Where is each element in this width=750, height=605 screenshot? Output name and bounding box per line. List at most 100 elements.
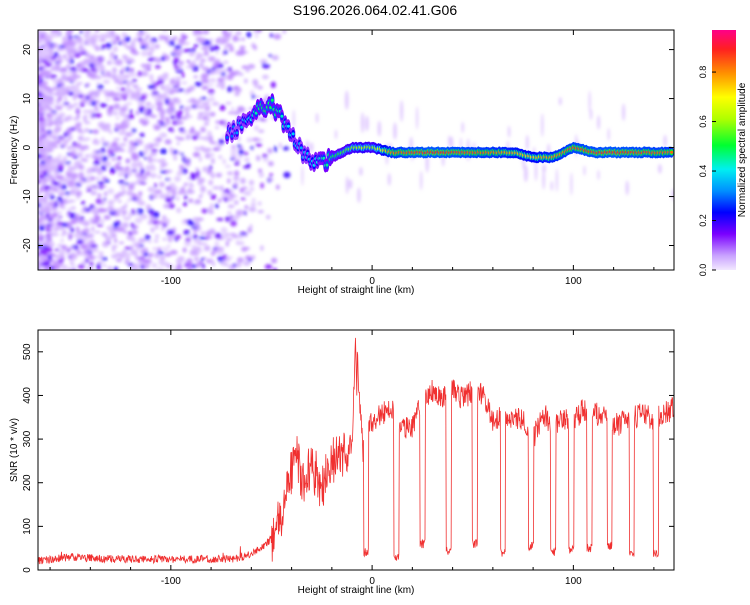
noise-blob [47,236,52,242]
noise-blob [96,224,104,227]
snr-x-tick-label: 0 [369,576,375,587]
noise-blob [72,46,76,51]
noise-blob [107,60,112,65]
noise-blob [45,213,50,218]
noise-blob [66,106,73,111]
noise-blob [150,151,157,157]
noise-blob [59,68,67,74]
noise-streak [450,136,454,150]
noise-blob [186,60,191,63]
noise-blob [113,198,118,202]
noise-blob [243,211,247,216]
noise-blob [62,141,68,148]
noise-blob [101,155,108,163]
noise-blob [137,161,143,166]
noise-blob [97,63,104,67]
noise-blob [202,116,207,121]
noise-blob [143,108,149,114]
snr-y-tick-label: 300 [22,430,33,447]
snr-axes: -100 0 100 0 100 200 300 400 500 [22,330,674,587]
noise-blob [129,244,134,252]
noise-blob [201,208,208,214]
noise-blob [79,61,87,67]
noise-blob [128,212,133,218]
noise-blob [148,252,154,257]
noise-blob [151,104,155,110]
noise-blob [145,204,151,211]
noise-blob [90,68,97,72]
noise-blob [120,183,127,190]
noise-blob [184,115,193,119]
noise-streak [360,112,365,134]
noise-blob [61,73,67,78]
noise-blob [195,167,200,171]
noise-blob [43,106,48,112]
noise-blob [113,103,121,110]
noise-blob [76,49,82,53]
noise-blob [128,231,133,236]
noise-blob [215,120,220,124]
noise-blob [244,262,251,266]
noise-blob [54,217,62,222]
noise-blob [223,119,227,125]
noise-blob [267,147,273,154]
noise-blob [80,234,85,240]
noise-blob [83,128,90,133]
noise-blob [100,161,105,165]
noise-blob [162,215,167,221]
noise-streak [558,96,562,106]
snr-x-tick-label: -100 [161,576,181,587]
spectrogram-frame [37,29,675,271]
noise-blob [53,223,58,228]
noise-blob [90,190,97,196]
noise-blob [178,49,183,55]
noise-blob [40,219,45,225]
noise-blob [212,261,216,267]
noise-blob [38,59,42,66]
noise-blob [256,30,262,33]
noise-blob [118,73,123,80]
noise-blob [207,236,213,239]
noise-blob [76,127,83,133]
noise-blob [186,189,195,194]
noise-blob [38,67,44,71]
noise-blob [88,130,94,133]
noise-blob [124,251,129,256]
noise-blob [235,50,243,54]
noise-blob [197,112,205,116]
snr-x-tick-label: 100 [565,576,582,587]
noise-blob [89,72,97,80]
noise-blob [208,258,214,262]
noise-blob [43,185,51,189]
noise-blob [271,257,278,264]
noise-blob [54,124,63,129]
noise-blob [61,40,68,47]
noise-blob [181,168,188,175]
noise-blob [145,46,152,51]
noise-blob [225,256,234,260]
noise-blob [77,67,82,73]
noise-blob [50,30,54,34]
noise-blob [41,180,46,186]
noise-streak [310,142,314,153]
noise-blob [60,239,64,242]
noise-blob [218,155,223,159]
noise-blob [183,263,191,267]
noise-blob [143,30,149,34]
noise-blob [79,173,84,179]
noise-streak [420,170,423,191]
noise-blob [76,192,81,197]
noise-blob [137,100,145,105]
noise-blob [62,205,66,210]
noise-blob [131,48,135,51]
snr-marks [38,337,674,565]
colorbar-tick-label: 0.2 [698,214,708,227]
noise-blob [106,30,111,34]
noise-blob [98,157,103,161]
noise-blob [106,127,111,132]
noise-blob [183,157,191,162]
noise-blob [181,72,185,79]
noise-blob [154,234,160,239]
noise-blob [169,147,173,152]
colorbar-tick-label: 0.6 [698,115,708,128]
